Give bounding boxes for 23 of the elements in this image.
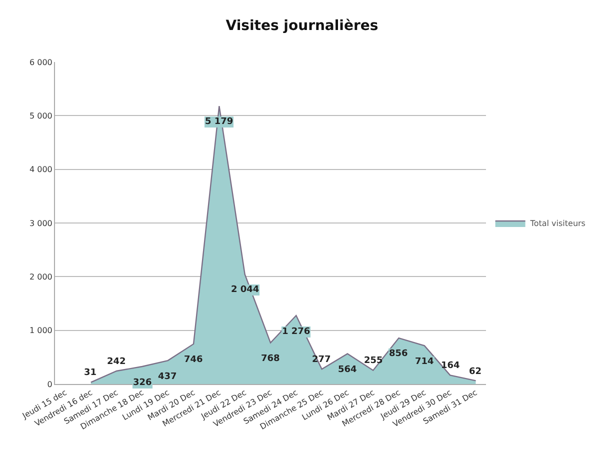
data-label: 437 [158,372,177,382]
data-label: 31 [84,368,97,378]
chart-title: Visites journalières [226,18,378,34]
data-label: 856 [389,349,408,359]
data-label: 5 179 [205,117,234,127]
data-label: 564 [338,365,357,375]
y-tick-label: 3 000 [29,218,52,228]
y-tick-label: 0 [47,380,52,389]
legend-label: Total visiteurs [529,219,586,228]
y-tick-label: 6 000 [29,58,52,67]
data-label: 746 [184,355,203,365]
data-label: 164 [441,361,460,371]
y-tick-label: 2 000 [29,272,52,282]
y-tick-label: 5 000 [29,111,52,120]
y-tick-label: 4 000 [29,165,52,174]
data-label: 1 276 [282,327,310,337]
data-label: 714 [415,357,434,367]
data-label: 326 [133,378,152,388]
data-label: 62 [469,367,482,377]
y-tick-label: 1 000 [29,326,52,336]
data-label: 242 [107,357,126,367]
data-label: 2 044 [231,285,260,295]
data-label: 768 [261,354,280,364]
